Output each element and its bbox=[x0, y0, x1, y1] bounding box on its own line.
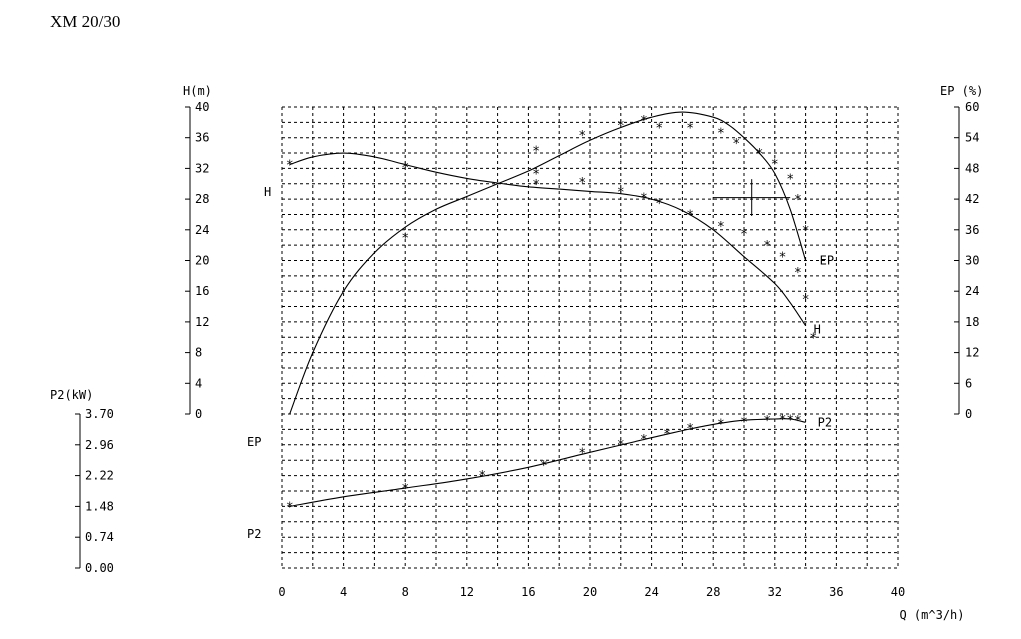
p2-axis-tick-label: 1.48 bbox=[85, 499, 114, 513]
h-data-point: * bbox=[764, 239, 771, 254]
p2-data-point: * bbox=[779, 413, 786, 428]
h-curve bbox=[289, 152, 807, 327]
h-axis-tick-label: 8 bbox=[195, 346, 202, 360]
p2-end-label: P2 bbox=[818, 415, 832, 429]
ep-data-point: * bbox=[756, 147, 763, 162]
h-data-point: * bbox=[687, 208, 694, 223]
h-axis-tick-label: 20 bbox=[195, 254, 209, 268]
ep-axis-tick-label: 0 bbox=[965, 407, 972, 421]
x-tick-label: 4 bbox=[340, 585, 347, 599]
ep-data-point: * bbox=[656, 121, 663, 136]
p2-data-point: * bbox=[641, 433, 648, 448]
ep-axis-label: EP (%) bbox=[940, 84, 983, 98]
x-tick-label: 32 bbox=[768, 585, 782, 599]
p2-data-point: * bbox=[764, 414, 771, 429]
p2-axis-label: P2(kW) bbox=[50, 388, 93, 402]
ep-axis-tick-label: 54 bbox=[965, 131, 979, 145]
h-data-point: * bbox=[533, 178, 540, 193]
ep-start-label: EP bbox=[247, 435, 261, 449]
h-data-point: * bbox=[741, 228, 748, 243]
p2-axis-tick-label: 3.70 bbox=[85, 407, 114, 421]
p2-curve bbox=[289, 418, 806, 507]
p2-data-point: * bbox=[479, 469, 486, 484]
ep-axis-tick-label: 12 bbox=[965, 346, 979, 360]
h-end-label: H bbox=[814, 323, 821, 337]
ep-axis-tick-label: 60 bbox=[965, 100, 979, 114]
ep-data-point: * bbox=[795, 193, 802, 208]
h-axis-tick-label: 0 bbox=[195, 407, 202, 421]
p2-data-point: * bbox=[741, 415, 748, 430]
p2-data-point: * bbox=[402, 482, 409, 497]
h-data-point: * bbox=[795, 266, 802, 281]
p2-data-point: * bbox=[787, 413, 794, 428]
ep-axis-tick-label: 24 bbox=[965, 284, 979, 298]
h-axis-tick-label: 16 bbox=[195, 284, 209, 298]
p2-axis-tick-label: 0.74 bbox=[85, 530, 114, 544]
x-tick-label: 20 bbox=[583, 585, 597, 599]
h-data-point: * bbox=[718, 220, 725, 235]
h-data-point: * bbox=[402, 161, 409, 176]
x-tick-label: 36 bbox=[829, 585, 843, 599]
p2-start-label: P2 bbox=[247, 527, 261, 541]
h-axis-tick-label: 28 bbox=[195, 192, 209, 206]
p2-data-point: * bbox=[664, 428, 671, 443]
h-data-point: * bbox=[641, 192, 648, 207]
x-axis-label: Q (m^3/h) bbox=[899, 608, 964, 622]
ep-axis-tick-label: 42 bbox=[965, 192, 979, 206]
x-tick-label: 28 bbox=[706, 585, 720, 599]
h-axis-tick-label: 40 bbox=[195, 100, 209, 114]
ep-data-point: * bbox=[687, 121, 694, 136]
page-title: XM 20/30 bbox=[50, 12, 121, 31]
h-axis-tick-label: 24 bbox=[195, 223, 209, 237]
ep-axis-tick-label: 6 bbox=[965, 376, 972, 390]
x-tick-label: 12 bbox=[460, 585, 474, 599]
ep-data-point: * bbox=[641, 114, 648, 129]
ep-data-point: * bbox=[718, 127, 725, 142]
ep-data-point: * bbox=[579, 129, 586, 144]
p2-data-point: * bbox=[718, 418, 725, 433]
p2-data-point: * bbox=[541, 459, 548, 474]
p2-data-point: * bbox=[618, 438, 625, 453]
h-axis-tick-label: 4 bbox=[195, 376, 202, 390]
ep-axis-tick-label: 30 bbox=[965, 254, 979, 268]
ep-axis-tick-label: 48 bbox=[965, 161, 979, 175]
ep-data-point: * bbox=[733, 137, 740, 152]
p2-data-point: * bbox=[286, 500, 293, 515]
ep-data-point: * bbox=[533, 168, 540, 183]
x-tick-label: 0 bbox=[278, 585, 285, 599]
ep-data-point: * bbox=[402, 231, 409, 246]
ep-data-point: * bbox=[618, 119, 625, 134]
x-tick-label: 16 bbox=[521, 585, 535, 599]
h-data-point: * bbox=[579, 176, 586, 191]
h-data-point: * bbox=[656, 197, 663, 212]
h-data-point: * bbox=[810, 331, 817, 346]
h-data-point: * bbox=[618, 185, 625, 200]
ep-data-point: * bbox=[787, 173, 794, 188]
h-axis-tick-label: 36 bbox=[195, 131, 209, 145]
ep-data-point: * bbox=[802, 224, 809, 239]
h-axis-tick-label: 12 bbox=[195, 315, 209, 329]
p2-data-point: * bbox=[795, 414, 802, 429]
p2-data-point: * bbox=[687, 422, 694, 437]
h-start-label: H bbox=[264, 185, 271, 199]
h-axis-tick-label: 32 bbox=[195, 161, 209, 175]
x-tick-label: 24 bbox=[644, 585, 658, 599]
ep-data-point: * bbox=[772, 157, 779, 172]
ep-end-label: EP bbox=[820, 254, 834, 268]
h-data-point: * bbox=[802, 293, 809, 308]
p2-data-point: * bbox=[579, 446, 586, 461]
ep-data-point: * bbox=[533, 144, 540, 159]
ep-axis-tick-label: 18 bbox=[965, 315, 979, 329]
p2-axis-tick-label: 2.22 bbox=[85, 469, 114, 483]
p2-axis-tick-label: 2.96 bbox=[85, 438, 114, 452]
h-data-point: * bbox=[779, 251, 786, 266]
ep-curve bbox=[289, 111, 807, 415]
x-tick-label: 8 bbox=[402, 585, 409, 599]
h-data-point: * bbox=[286, 159, 293, 174]
p2-axis-tick-label: 0.00 bbox=[85, 561, 114, 575]
h-axis-label: H(m) bbox=[183, 84, 212, 98]
ep-axis-tick-label: 36 bbox=[965, 223, 979, 237]
x-tick-label: 40 bbox=[891, 585, 905, 599]
